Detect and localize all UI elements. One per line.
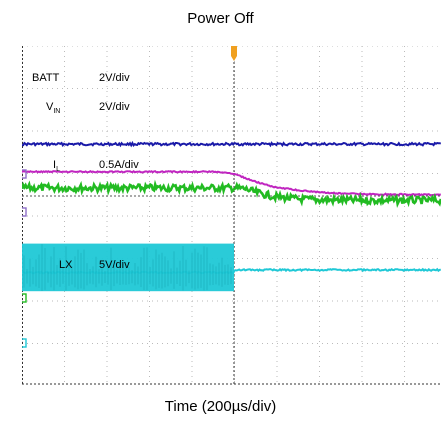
channel-markers [22,169,27,348]
trace-label-v: VIN [46,101,60,115]
channel-ref-marker-icon [22,207,27,217]
trace-scale-batt: 2V/div [99,72,130,84]
channel-i-marker-icon [22,169,27,179]
trace-label-lx: LX [59,259,73,271]
trace-scale-i: 0.5A/div [99,159,139,171]
chart-title: Power Off [187,10,254,27]
grid [22,46,441,385]
trace-label-batt: BATT [32,72,60,84]
trace-v [22,170,441,197]
trigger-marker-icon [231,46,237,61]
scope-svg: BATT 2V/div VIN 2V/div IL 0.5A/div LX 5V/div [22,46,441,385]
channel-lx-marker-icon [22,338,27,348]
scope-plot-area: BATT 2V/div VIN 2V/div IL 0.5A/div LX 5V/div [22,46,441,385]
trace-batt [22,140,441,148]
trace-scale-v: 2V/div [99,101,130,113]
channel-lx-ground-marker-icon [22,293,27,303]
trace-label-i: IL [53,159,60,173]
trace-i [22,179,441,209]
trace-scale-lx: 5V/div [99,259,130,271]
traces [22,140,441,292]
x-axis-label: Time (200µs/div) [164,398,277,415]
